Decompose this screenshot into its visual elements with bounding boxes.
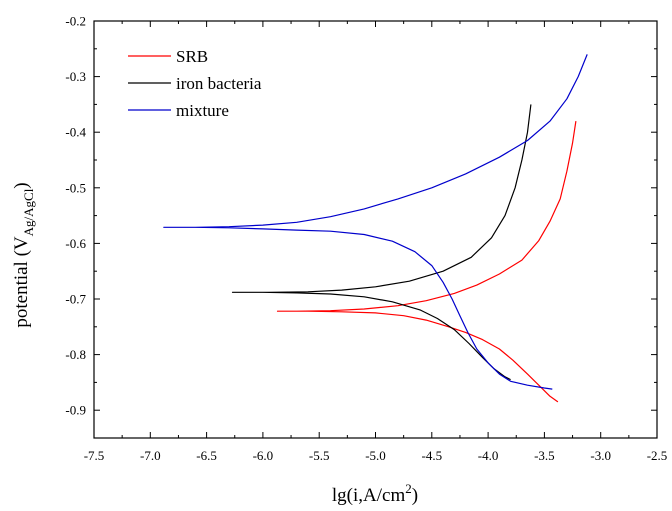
x-tick-label: -5.5 — [309, 448, 330, 463]
legend: SRB iron bacteria mixture — [128, 47, 262, 120]
y-tick-label: -0.4 — [65, 125, 86, 140]
y-axis-title-text: potential (V — [11, 236, 32, 328]
series-lines — [163, 54, 588, 403]
x-tick-label: -7.5 — [84, 448, 105, 463]
legend-label-iron-bacteria: iron bacteria — [176, 74, 262, 93]
y-axis-title: potential (VAg/AgCl) — [11, 182, 36, 327]
y-tick-label: -0.5 — [65, 180, 86, 195]
axis-ticks: -7.5 -7.0 -6.5 -6.0 -5.5 -5.0 -4.5 -4.0 -3.5 -3.0… — [65, 14, 667, 464]
y-axis-title-subscript: Ag/AgCl — [21, 188, 36, 236]
y-tick-label: -0.6 — [65, 236, 86, 251]
y-tick-label: -0.8 — [65, 347, 86, 362]
series-line-mixture — [163, 54, 588, 390]
x-tick-label: -4.5 — [422, 448, 443, 463]
x-axis-title: lg(i,A/cm2) — [332, 481, 418, 506]
series-line-srb — [276, 121, 577, 403]
x-axis-title-superscript: 2 — [405, 481, 412, 496]
legend-label-srb: SRB — [176, 47, 208, 66]
x-tick-label: -5.0 — [365, 448, 386, 463]
y-tick-label: -0.9 — [65, 403, 86, 418]
x-tick-label: -3.0 — [590, 448, 611, 463]
y-tick-label: -0.7 — [65, 292, 86, 307]
x-tick-label: -7.0 — [140, 448, 161, 463]
legend-label-mixture: mixture — [176, 101, 229, 120]
y-tick-label: -0.2 — [65, 14, 86, 29]
x-tick-label: -2.5 — [647, 448, 668, 463]
x-axis-title-text: lg(i,A/cm — [332, 485, 406, 506]
x-tick-label: -6.0 — [253, 448, 274, 463]
x-axis-title-suffix: ) — [412, 485, 418, 506]
y-tick-label: -0.3 — [65, 69, 86, 84]
x-tick-label: -3.5 — [534, 448, 555, 463]
y-axis-title-suffix: ) — [11, 182, 32, 188]
x-tick-label: -6.5 — [196, 448, 217, 463]
series-line-iron-bacteria — [231, 104, 532, 381]
x-tick-label: -4.0 — [478, 448, 499, 463]
